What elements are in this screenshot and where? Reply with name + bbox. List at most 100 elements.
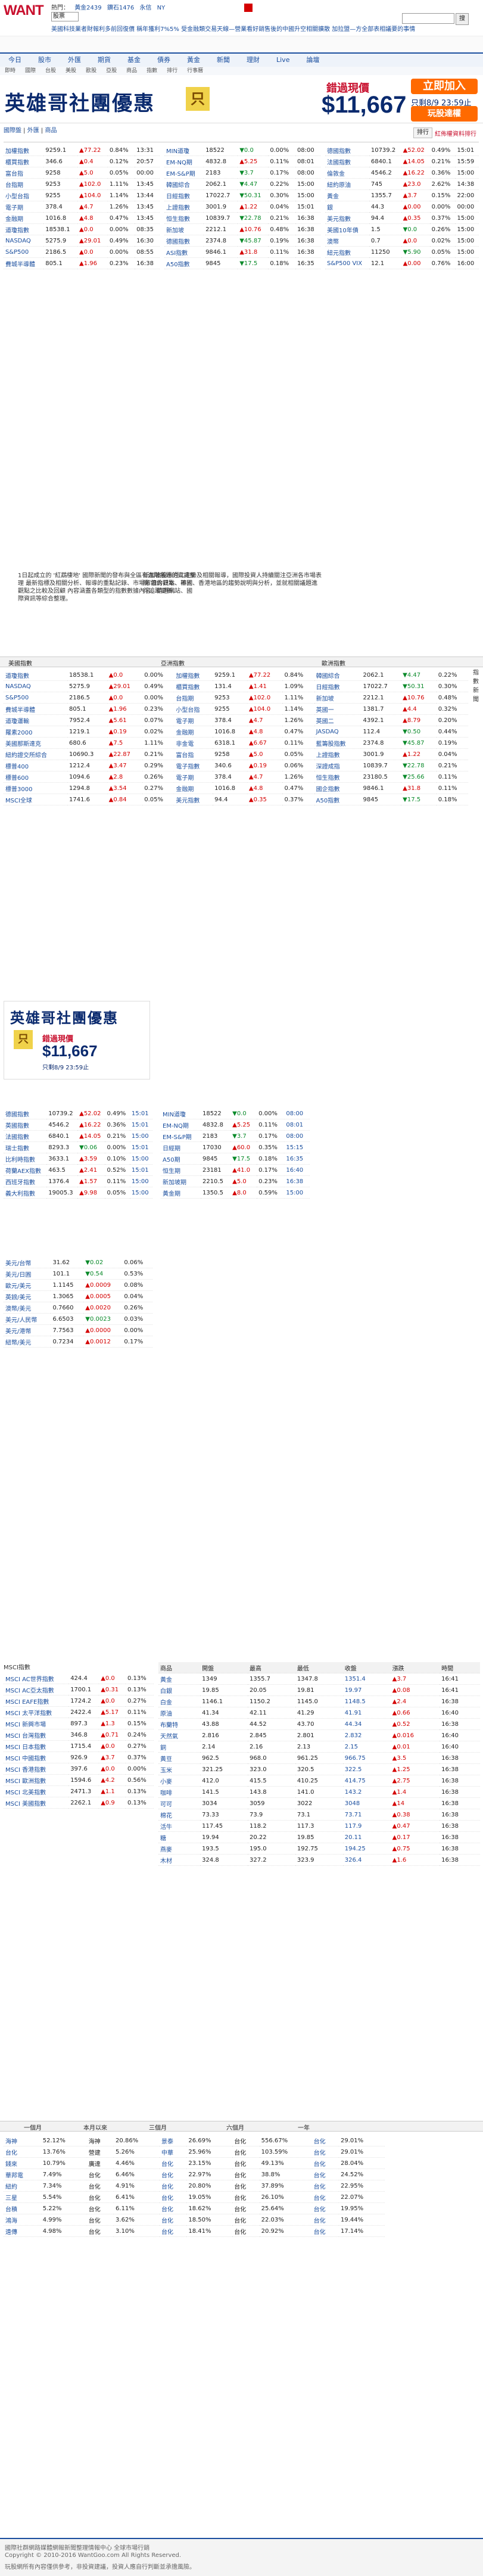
regional-row[interactable]: 標普400 1212.4 ▲3.47 0.29% 電子指數 340.6 ▲0.19 0.06%… [4, 760, 468, 771]
regional-row[interactable]: 紐約證交所綜合 10690.3 ▲22.87 0.21% 富台指 9258 ▲5.0 0.05… [4, 748, 468, 760]
commodity-row[interactable]: 木材 324.8 327.2 323.9 326.4 ▲1.6 16:38 [158, 1854, 480, 1866]
index-row[interactable]: 小型台指 9255 ▲104.0 1.14% 13:44 [4, 189, 160, 201]
msci-row[interactable]: MSCI AC世界指數 424.4 ▲0.0 0.13% [4, 1673, 154, 1684]
index-row[interactable]: 上證指數 3001.9 ▲1.22 0.04% 15:01 [164, 201, 320, 213]
index-row[interactable]: EM-S&P期 2183 ▼3.7 0.17% 08:00 [164, 167, 320, 179]
index-row[interactable]: 櫃買指數 346.6 ▲0.4 0.12% 20:57 [4, 155, 160, 167]
regional-row[interactable]: NASDAQ 5275.9 ▲29.01 0.49% 櫃買指數 131.4 ▲1.41 1.0… [4, 680, 468, 692]
msci-row[interactable]: MSCI 中國指數 926.9 ▲3.7 0.37% [4, 1751, 154, 1763]
index-row[interactable]: 電子期 378.4 ▲4.7 1.26% 13:45 [4, 201, 160, 213]
forex-row[interactable]: 美元/人民幣 6.6503 ▼0.0023 0.03% [4, 1313, 152, 1325]
commodities-header-cell[interactable]: 最高 [248, 1662, 295, 1673]
commodities-header-cell[interactable]: 最低 [295, 1662, 343, 1673]
tab-commodity[interactable]: 商品 [45, 127, 57, 134]
nav-item[interactable]: Live [276, 56, 290, 64]
news-ticker[interactable]: 美國科技業者財報利多前回復價 稱年獲利7%5% 受金融類交易天線—營業看好銷售後… [51, 26, 416, 33]
msci-row[interactable]: MSCI 新興市場 897.3 ▲1.3 0.15% [4, 1718, 154, 1729]
commodities-header-cell[interactable]: 商品 [158, 1662, 201, 1673]
commodity-row[interactable]: 白金 1146.1 1150.2 1145.0 1148.5 ▲2.4 16:38 [158, 1695, 480, 1707]
hot-item[interactable]: NY [157, 5, 166, 11]
subnav-item[interactable]: 亞股 [106, 68, 117, 74]
index-row[interactable]: 金融期 1016.8 ▲4.8 0.47% 13:45 [4, 212, 160, 224]
index-row[interactable]: MIN道瓊 18522 ▼0.0 0.00% 08:00 [164, 145, 320, 156]
commodity-row[interactable]: 銅 2.14 2.16 2.13 2.15 ▲0.01 16:40 [158, 1741, 480, 1753]
nav-item[interactable]: 外匯 [68, 56, 81, 64]
rank-button[interactable]: 排行 [413, 127, 432, 138]
nav-item[interactable]: 債券 [157, 56, 170, 64]
mover-row[interactable]: 紐約 7.34% 台化 4.91% 台化 20.80% 台化 37.89% 台化 22.95% [4, 2180, 385, 2192]
europe-row[interactable]: 德國指數 10739.2 ▲52.02 0.49% 15:01 [4, 1108, 152, 1119]
msci-row[interactable]: MSCI 日本指數 1715.4 ▲0.0 0.27% [4, 1740, 154, 1752]
index-row[interactable]: 日經指數 17022.7 ▼50.31 0.30% 15:00 [164, 189, 320, 201]
europe-row[interactable]: 法國指數 6840.1 ▲14.05 0.21% 15:00 [4, 1130, 152, 1142]
news-right[interactable]: 新加坡股市週二走勢及相關報導，國際投資人持續關注亞洲各市場表現 包含日本、韓國、… [143, 573, 322, 595]
commodity-row[interactable]: 黃豆 962.5 968.0 961.25 966.75 ▲3.5 16:38 [158, 1752, 480, 1764]
commodity-row[interactable]: 棉花 73.33 73.9 73.1 73.71 ▲0.38 16:38 [158, 1809, 480, 1821]
subnav-item[interactable]: 國際 [25, 68, 36, 74]
hot-item[interactable]: 鑽石1476 [107, 5, 135, 11]
futures-row[interactable]: EM-NQ期 4832.8 ▲5.25 0.11% 08:01 [161, 1119, 310, 1131]
nav-item[interactable]: 理財 [247, 56, 260, 64]
mover-row[interactable]: 遠傳 4.98% 台化 3.10% 台化 18.41% 台化 20.92% 台化 17.14% [4, 2225, 385, 2237]
msci-row[interactable]: MSCI 太平洋指數 2422.4 ▲5.17 0.11% [4, 1706, 154, 1718]
movers-h4[interactable]: 六個月 [226, 2125, 244, 2132]
subnav-item[interactable]: 行事曆 [187, 68, 204, 74]
futures-row[interactable]: 黃金期 1350.5 ▲8.0 0.59% 15:00 [161, 1187, 310, 1199]
rank-link[interactable]: 紅佈權資料排行 [435, 131, 476, 138]
sidebar-ad[interactable]: 英雄哥社團優惠 只 錯過現價 $11,667 只剩8/9 23:59止 [4, 1001, 150, 1079]
logo[interactable]: WANT [4, 2, 45, 25]
commodity-row[interactable]: 小麥 412.0 415.5 410.25 414.75 ▲2.75 16:38 [158, 1775, 480, 1787]
msci-row[interactable]: MSCI AC亞太指數 1700.1 ▲0.31 0.13% [4, 1684, 154, 1695]
regional-row[interactable]: S&P500 2186.5 ▲0.0 0.00% 台指期 9253 ▲102.0 1.11% 新… [4, 692, 468, 704]
regional-row[interactable]: 道瓊運輸 7952.4 ▲5.61 0.07% 電子期 378.4 ▲4.7 1.26% 英國二… [4, 714, 468, 726]
nav-item[interactable]: 黃金 [187, 56, 200, 64]
index-row[interactable]: 美國10年債 1.5 ▼0.0 0.26% 15:00 [325, 223, 479, 235]
regional-row[interactable]: 羅素2000 1219.1 ▲0.19 0.02% 金融期 1016.8 ▲4.8 0.47%… [4, 726, 468, 738]
index-row[interactable]: 台指期 9253 ▲102.0 1.11% 13:45 [4, 178, 160, 190]
msci-row[interactable]: MSCI EAFE指數 1724.2 ▲0.0 0.27% [4, 1695, 154, 1707]
index-row[interactable]: 美元指數 94.4 ▲0.35 0.37% 15:00 [325, 212, 479, 224]
market-select[interactable]: 股票 [51, 12, 79, 21]
regional-row[interactable]: 標普600 1094.6 ▲2.8 0.26% 電子期 378.4 ▲4.7 1.26% 恒生指… [4, 771, 468, 783]
commodity-row[interactable]: 燕麥 193.5 195.0 192.75 194.25 ▲0.75 16:38 [158, 1843, 480, 1855]
index-row[interactable]: 恒生指數 10839.7 ▼22.78 0.21% 16:38 [164, 212, 320, 224]
commodities-header-cell[interactable]: 收盤 [342, 1662, 391, 1673]
regional-row[interactable]: 標普3000 1294.8 ▲3.54 0.27% 金融期 1016.8 ▲4.8 0.47%… [4, 782, 468, 794]
index-row[interactable]: 新加坡 2212.1 ▲10.76 0.48% 16:38 [164, 223, 320, 235]
movers-h1[interactable]: 一個月 [24, 2125, 42, 2132]
commodity-row[interactable]: 天然氣 2.816 2.845 2.801 2.832 ▲0.016 16:40 [158, 1729, 480, 1741]
commodity-row[interactable]: 布蘭特 43.88 44.52 43.70 44.34 ▲0.52 16:38 [158, 1718, 480, 1730]
msci-row[interactable]: MSCI 美國指數 2262.1 ▲0.9 0.13% [4, 1797, 154, 1809]
subnav-item[interactable]: 商品 [126, 68, 138, 74]
regional-row[interactable]: 美國那斯達克 680.6 ▲7.5 1.11% 非金電 6318.1 ▲6.67 0.11% 藍… [4, 737, 468, 749]
mover-row[interactable]: 海神 52.12% 海神 20.86% 景泰 26.69% 台化 556.67% 台化 29.01… [4, 2135, 385, 2146]
commodity-row[interactable]: 糖 19.94 20.22 19.85 20.11 ▲0.17 16:38 [158, 1831, 480, 1843]
europe-row[interactable]: 比利時指數 3633.1 ▲3.59 0.10% 15:00 [4, 1153, 152, 1165]
mover-row[interactable]: 華邦電 7.49% 台化 6.46% 台化 22.97% 台化 38.8% 台化 24.52% [4, 2169, 385, 2180]
europe-row[interactable]: 西班牙指數 1376.4 ▲1.57 0.11% 15:00 [4, 1175, 152, 1187]
forex-row[interactable]: 澳幣/美元 0.7660 ▲0.0020 0.26% [4, 1302, 152, 1314]
footer-line1[interactable]: 國際社群網路媒體網報新聞整理情報中心 全球市場行銷 [5, 2545, 150, 2552]
index-row[interactable]: 富台指 9258 ▲5.0 0.05% 00:00 [4, 167, 160, 179]
search-input[interactable] [402, 13, 454, 24]
europe-row[interactable]: 英國指數 4546.2 ▲16.22 0.36% 15:01 [4, 1119, 152, 1131]
index-row[interactable]: 紐元指數 11250 ▼5.90 0.05% 15:00 [325, 246, 479, 258]
commodity-row[interactable]: 原油 41.34 42.11 41.29 41.91 ▲0.66 16:40 [158, 1707, 480, 1719]
index-row[interactable]: 道瓊指數 18538.1 ▲0.0 0.00% 08:35 [4, 223, 160, 235]
commodity-row[interactable]: 活牛 117.45 118.2 117.3 117.9 ▲0.47 16:38 [158, 1820, 480, 1832]
regional-row[interactable]: MSCI全球 1741.6 ▲0.84 0.05% 美元指數 94.4 ▲0.35 0.37%… [4, 794, 468, 805]
forex-row[interactable]: 英鎊/美元 1.3065 ▲0.0005 0.04% [4, 1290, 152, 1302]
tab-international[interactable]: 國際盤 [4, 127, 21, 134]
regional-row[interactable]: 費城半導體 805.1 ▲1.96 0.23% 小型台指 9255 ▲104.0 1.14% 英… [4, 703, 468, 715]
forex-row[interactable]: 美元/港幣 7.7563 ▲0.0000 0.00% [4, 1324, 152, 1336]
index-row[interactable]: 倫敦金 4546.2 ▲16.22 0.36% 15:00 [325, 167, 479, 179]
commodities-header-cell[interactable]: 漲跌 [390, 1662, 440, 1673]
movers-h3[interactable]: 三個月 [149, 2125, 167, 2132]
movers-h5[interactable]: 一年 [298, 2125, 310, 2132]
forex-row[interactable]: 美元/日圓 101.1 ▼0.54 0.53% [4, 1268, 152, 1280]
subnav-item[interactable]: 排行 [167, 68, 178, 74]
index-row[interactable]: 澳幣 0.7 ▲0.0 0.02% 15:00 [325, 235, 479, 247]
futures-row[interactable]: EM-S&P期 2183 ▼3.7 0.17% 08:00 [161, 1130, 310, 1142]
futures-row[interactable]: 新加坡期 2210.5 ▲5.0 0.23% 16:38 [161, 1175, 310, 1187]
tab-forex[interactable]: 外匯 [27, 127, 39, 134]
